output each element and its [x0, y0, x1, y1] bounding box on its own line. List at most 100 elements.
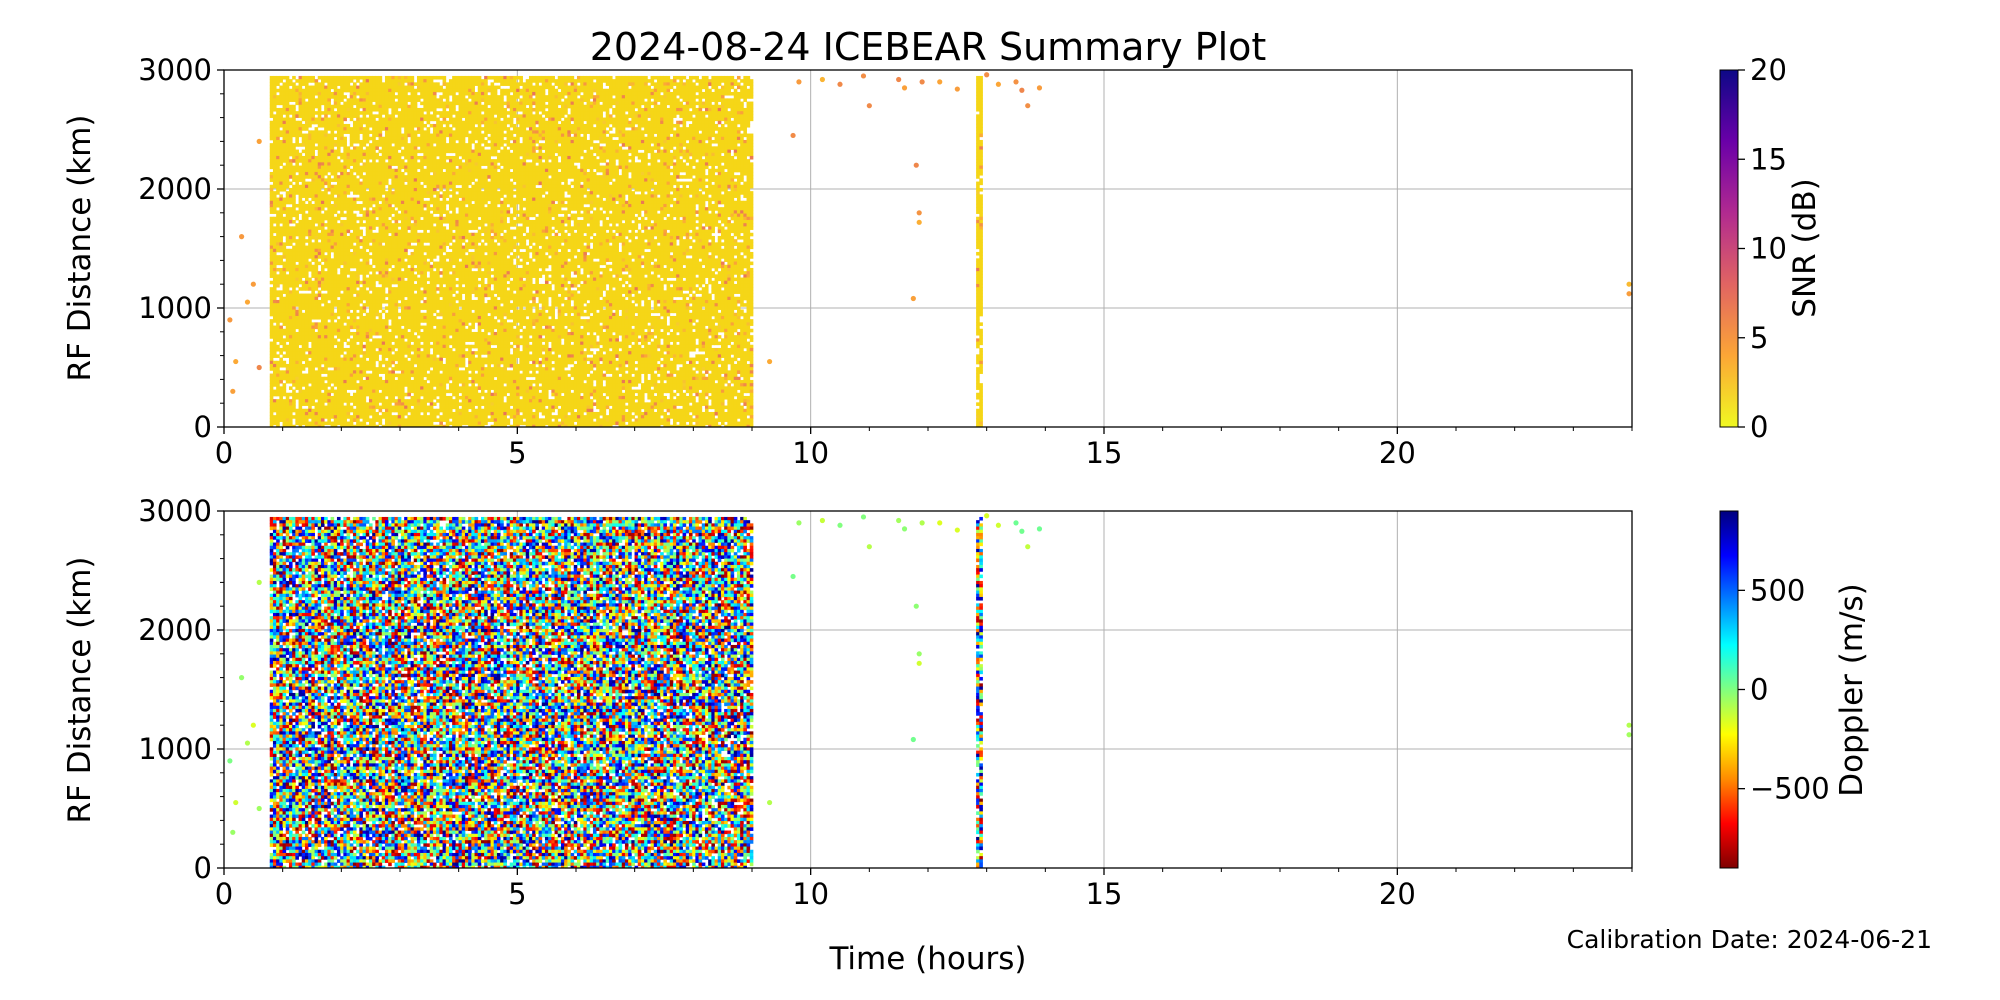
data-point	[423, 133, 427, 138]
data-point	[276, 168, 280, 173]
data-point	[304, 347, 309, 352]
data-point	[301, 325, 306, 330]
data-point	[352, 219, 357, 224]
data-point	[349, 139, 354, 144]
data-point	[282, 408, 287, 413]
data-point	[282, 155, 287, 160]
data-point	[340, 155, 344, 160]
data-point	[429, 373, 434, 378]
data-point	[394, 88, 399, 93]
data-point	[394, 389, 399, 394]
data-point	[420, 283, 424, 288]
data-point	[429, 213, 434, 218]
data-point	[378, 395, 383, 400]
data-point	[333, 235, 338, 240]
data-point	[375, 178, 379, 182]
data-point	[432, 101, 437, 106]
data-point	[404, 123, 408, 128]
data-point	[429, 149, 434, 154]
data-point	[349, 219, 354, 224]
data-point	[410, 149, 415, 154]
data-point	[317, 242, 322, 246]
data-point	[413, 402, 418, 406]
data-point	[269, 219, 274, 224]
data-point	[317, 223, 322, 227]
data-point	[349, 424, 354, 427]
data-point	[346, 354, 351, 358]
data-point	[404, 184, 408, 189]
data-point	[407, 82, 411, 86]
data-point	[410, 171, 415, 176]
data-point	[413, 367, 418, 371]
data-point	[272, 408, 277, 413]
data-point	[413, 303, 418, 307]
data-point	[356, 165, 360, 170]
data-point	[391, 181, 395, 186]
data-point	[301, 165, 306, 170]
data-point	[343, 290, 347, 294]
data-point	[276, 331, 280, 336]
data-point	[285, 82, 290, 86]
data-point	[368, 165, 373, 170]
data-point	[362, 271, 367, 275]
data-point	[384, 91, 389, 96]
data-point	[356, 322, 360, 326]
data-point	[400, 149, 405, 154]
data-point	[391, 194, 395, 198]
data-point	[365, 226, 370, 230]
data-point	[362, 117, 367, 122]
data-point	[365, 383, 370, 387]
data-point	[384, 226, 389, 230]
data-point	[349, 255, 354, 259]
data-point	[365, 290, 370, 294]
data-point	[384, 229, 389, 234]
data-point	[359, 251, 363, 256]
data-point	[400, 299, 405, 304]
data-point	[292, 120, 296, 125]
data-point	[359, 219, 363, 224]
data-point	[311, 264, 315, 269]
data-point	[343, 386, 347, 390]
data-point	[327, 159, 331, 163]
data-point	[317, 405, 322, 410]
data-point	[298, 152, 303, 157]
data-point	[397, 347, 402, 352]
data-point	[429, 411, 434, 416]
data-point	[336, 347, 341, 352]
data-point	[330, 168, 335, 173]
data-point	[324, 351, 328, 355]
data-point	[384, 424, 389, 427]
data-point	[282, 133, 287, 138]
data-point	[336, 242, 341, 246]
data-point	[362, 82, 367, 86]
data-point	[384, 405, 389, 410]
data-point	[314, 226, 319, 230]
data-point	[304, 303, 309, 307]
data-point	[285, 264, 290, 269]
data-point	[304, 75, 309, 80]
data-point	[429, 187, 434, 192]
data-point	[295, 226, 299, 230]
data-point	[314, 229, 319, 234]
data-point	[333, 239, 338, 243]
data-point	[365, 411, 370, 416]
data-point	[298, 114, 303, 118]
data-point	[298, 277, 303, 282]
data-point	[362, 283, 367, 288]
data-point	[381, 261, 386, 266]
data-point	[285, 418, 290, 422]
data-point	[413, 267, 418, 272]
data-point	[394, 402, 399, 406]
data-point	[362, 127, 367, 131]
data-point	[333, 296, 338, 301]
data-point	[333, 95, 338, 99]
data-point	[346, 328, 351, 333]
data-point	[330, 191, 335, 195]
data-point	[282, 75, 287, 80]
data-point	[394, 187, 399, 192]
data-point	[407, 277, 411, 282]
data-point	[397, 152, 402, 157]
data-point	[400, 322, 405, 326]
data-point	[413, 165, 418, 170]
data-point	[292, 415, 296, 419]
